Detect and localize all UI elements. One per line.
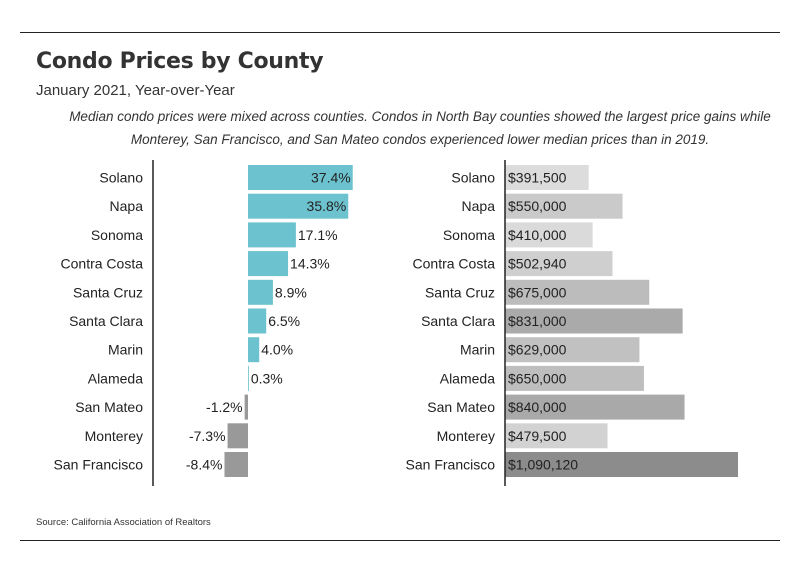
description-line-2: Monterey, San Francisco, and San Mateo c… [130, 132, 710, 147]
price-category-label-napa: Napa [462, 198, 496, 214]
price-value-label-monterey: $479,500 [508, 428, 567, 444]
price-bar-marin [505, 337, 640, 363]
pct-category-label-contra-costa: Contra Costa [61, 256, 144, 272]
pct-category-label-monterey: Monterey [85, 428, 143, 444]
price-value-label-solano: $391,500 [508, 170, 567, 186]
price-value-label-san-francisco: $1,090,120 [508, 457, 578, 473]
pct-bar-santa-cruz [248, 279, 273, 305]
pct-category-label-alameda: Alameda [88, 370, 143, 386]
pct-bar-contra-costa [248, 251, 289, 277]
pct-bar-monterey [227, 423, 248, 449]
pct-bar-san-mateo [244, 394, 248, 420]
price-category-label-monterey: Monterey [437, 428, 495, 444]
price-value-label-santa-clara: $831,000 [508, 313, 567, 329]
pct-value-label-alameda: 0.3% [251, 370, 283, 386]
price-category-label-san-francisco: San Francisco [406, 457, 496, 473]
price-bar-monterey [505, 423, 608, 449]
pct-bar-san-francisco [224, 452, 248, 477]
top-rule [20, 32, 780, 33]
pct-category-label-santa-clara: Santa Clara [69, 313, 143, 329]
pct-category-label-sonoma: Sonoma [91, 227, 143, 243]
price-category-label-solano: Solano [451, 170, 495, 186]
price-bar-santa-clara [505, 308, 683, 334]
price-value-label-alameda: $650,000 [508, 370, 567, 386]
source-note: Source: California Association of Realto… [36, 517, 211, 528]
pct-bar-alameda [248, 365, 249, 391]
price-value-label-sonoma: $410,000 [508, 227, 567, 243]
price-category-label-sonoma: Sonoma [443, 227, 495, 243]
price-category-label-san-mateo: San Mateo [427, 399, 495, 415]
price-bar-alameda [505, 365, 644, 391]
pct-category-label-napa: Napa [110, 198, 144, 214]
chart-subtitle: January 2021, Year-over-Year [36, 82, 235, 99]
pct-category-label-santa-cruz: Santa Cruz [73, 284, 143, 300]
price-value-label-contra-costa: $502,940 [508, 256, 567, 272]
pct-value-label-santa-cruz: 8.9% [275, 284, 307, 300]
pct-value-label-monterey: -7.3% [189, 428, 226, 444]
price-bar-solano [505, 165, 589, 190]
pct-bar-sonoma [248, 222, 296, 248]
pct-value-label-san-mateo: -1.2% [206, 399, 243, 415]
price-value-label-san-mateo: $840,000 [508, 399, 567, 415]
description-line-1: Median condo prices were mixed across co… [69, 109, 771, 124]
pct-value-label-san-francisco: -8.4% [186, 457, 223, 473]
price-bar-contra-costa [505, 251, 613, 277]
pct-bar-marin [248, 337, 260, 363]
chart-description: Median condo prices were mixed across co… [60, 105, 780, 151]
pct-value-label-santa-clara: 6.5% [268, 313, 300, 329]
price-bar-napa [505, 193, 623, 219]
pct-value-label-contra-costa: 14.3% [290, 256, 330, 272]
pct-value-label-napa: 35.8% [307, 198, 347, 214]
price-bar-san-mateo [505, 394, 685, 420]
price-category-label-alameda: Alameda [440, 370, 495, 386]
pct-value-label-marin: 4.0% [261, 342, 293, 358]
price-bar-sonoma [505, 222, 593, 248]
chart-title: Condo Prices by County [36, 49, 324, 74]
pct-bar-santa-clara [248, 308, 267, 334]
price-category-label-santa-clara: Santa Clara [421, 313, 495, 329]
bottom-rule [20, 540, 780, 541]
pct-value-label-solano: 37.4% [311, 170, 351, 186]
price-category-label-marin: Marin [460, 342, 495, 358]
price-category-label-contra-costa: Contra Costa [413, 256, 496, 272]
pct-category-label-solano: Solano [99, 170, 143, 186]
pct-category-label-san-mateo: San Mateo [75, 399, 143, 415]
price-bar-san-francisco [505, 452, 738, 477]
price-category-label-santa-cruz: Santa Cruz [425, 284, 495, 300]
pct-bar-solano [248, 165, 353, 190]
price-value-label-santa-cruz: $675,000 [508, 284, 567, 300]
pct-category-label-marin: Marin [108, 342, 143, 358]
pct-value-label-sonoma: 17.1% [298, 227, 338, 243]
pct-bar-napa [248, 193, 349, 219]
price-bar-santa-cruz [505, 279, 650, 305]
price-value-label-marin: $629,000 [508, 342, 567, 358]
pct-category-label-san-francisco: San Francisco [54, 457, 144, 473]
price-value-label-napa: $550,000 [508, 198, 567, 214]
